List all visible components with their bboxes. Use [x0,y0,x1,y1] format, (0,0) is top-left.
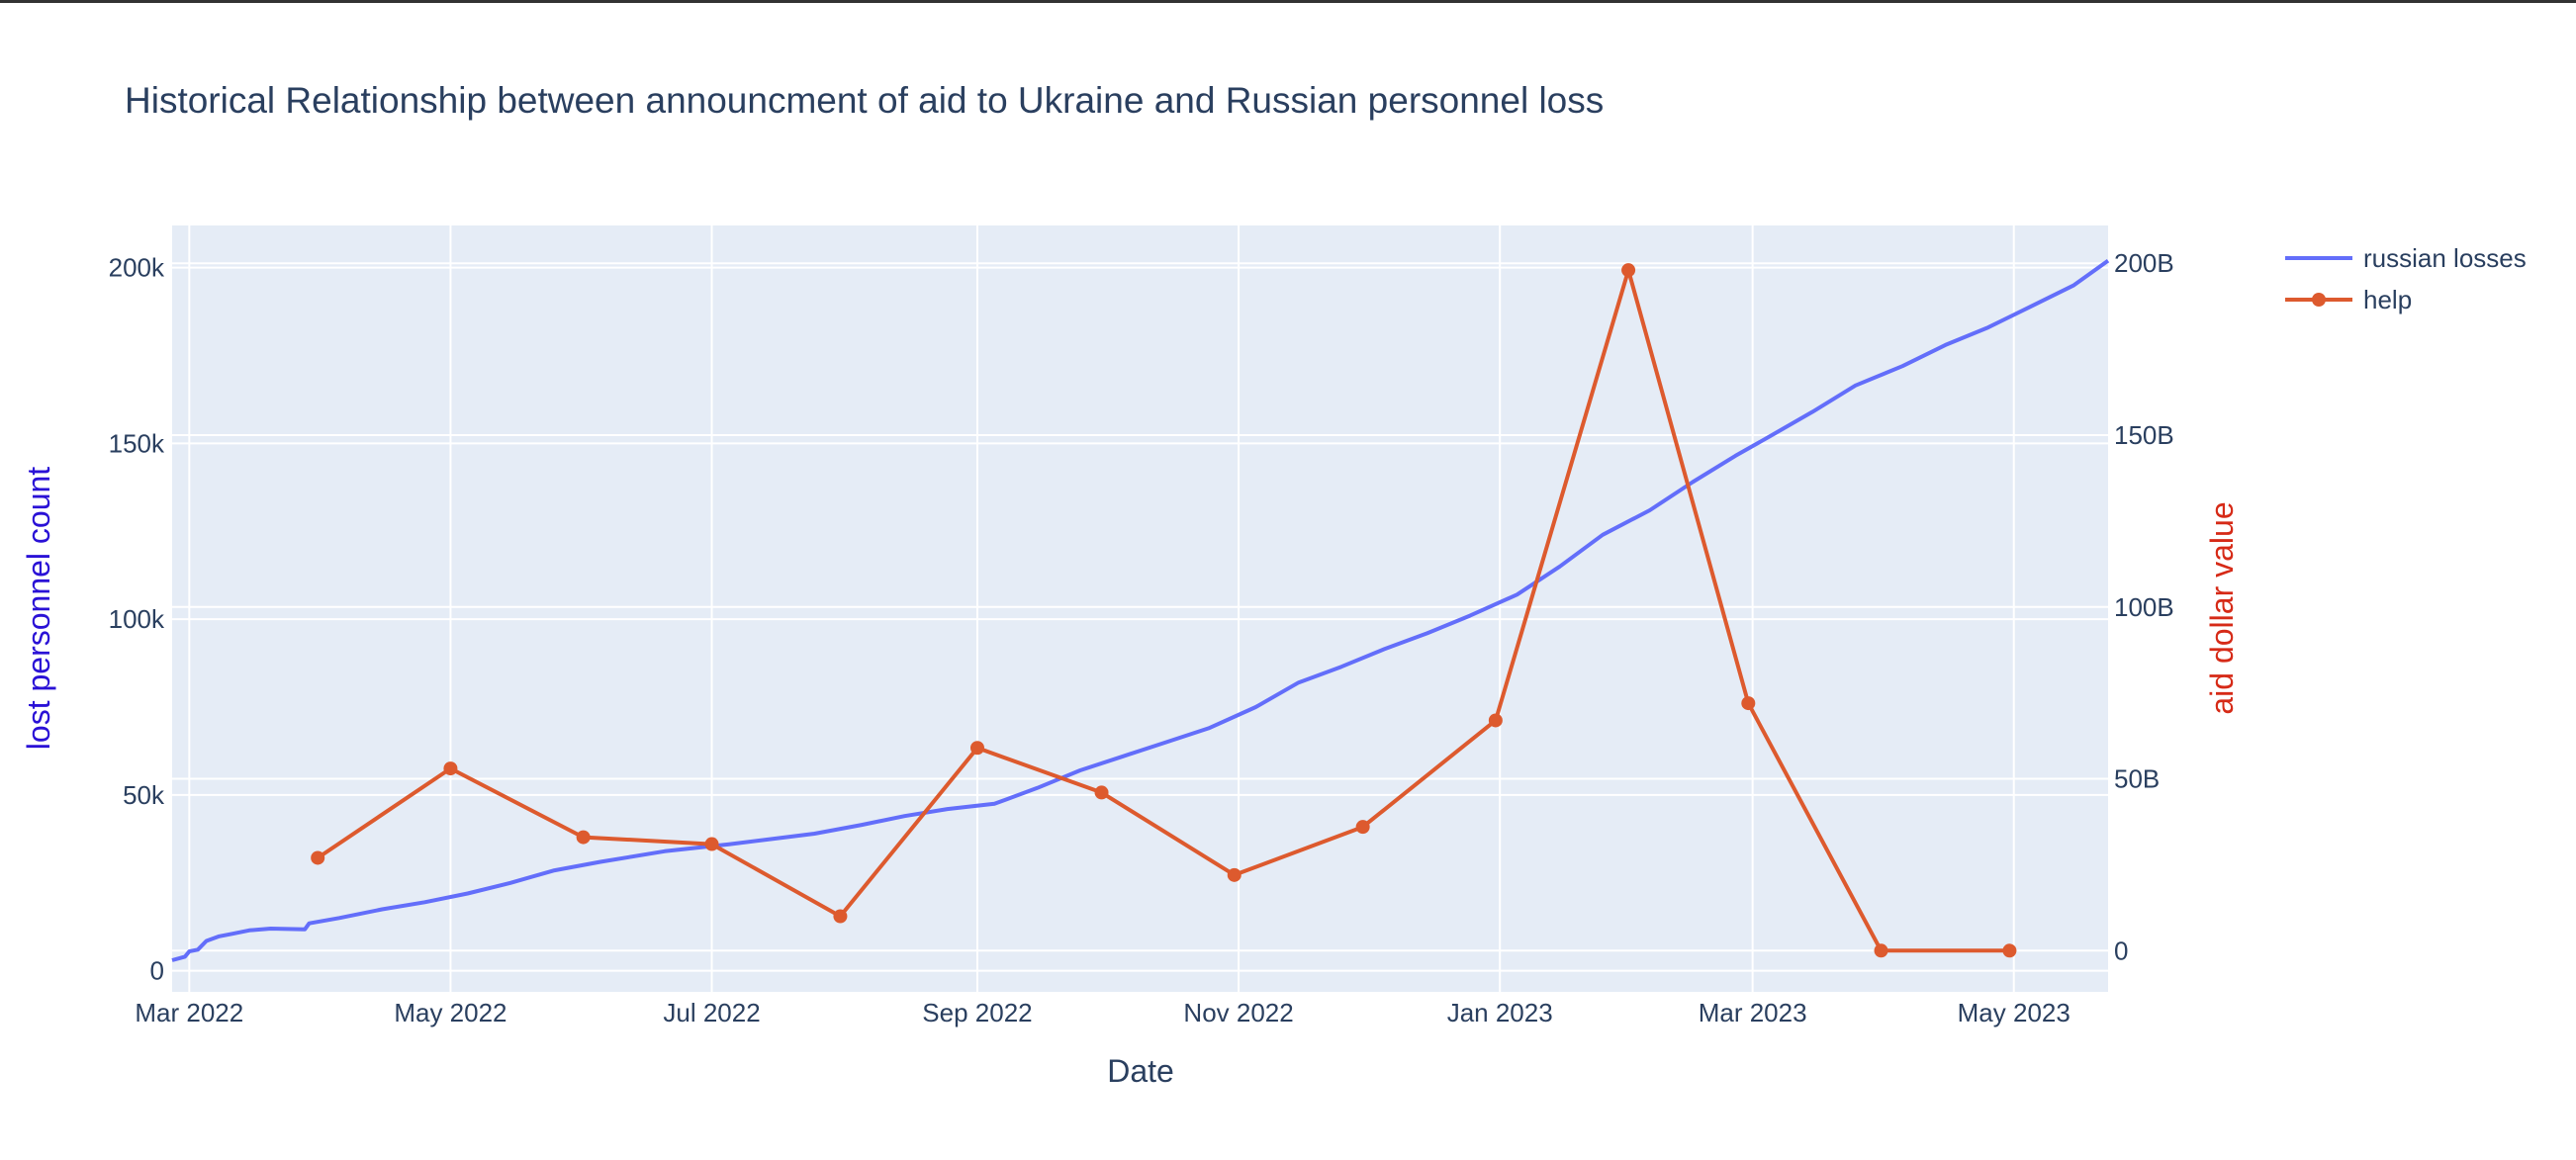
x-axis-title: Date [1107,1053,1174,1089]
y2-axis-title: aid dollar value [2204,501,2240,714]
top-border [0,0,2576,3]
y-tick-label: 150k [109,428,165,458]
data-point-help[interactable] [2002,943,2017,958]
data-point-help[interactable] [1874,943,1888,958]
x-tick-label: Sep 2022 [922,998,1032,1027]
y-axis-title: lost personnel count [21,467,56,751]
data-point-help[interactable] [443,761,458,776]
data-point-help[interactable] [969,741,984,756]
data-point-help[interactable] [1488,713,1503,728]
data-point-help[interactable] [311,850,325,865]
legend-item-help[interactable]: help [2285,285,2412,314]
y-tick-label: 200k [109,253,165,283]
data-point-help[interactable] [1094,785,1109,800]
y2-tick-label: 0 [2114,936,2128,965]
legend-label-russian-losses: russian losses [2363,243,2527,273]
y2-tick-label: 100B [2114,592,2174,622]
y2-tick-label: 50B [2114,764,2160,794]
x-tick-label: Nov 2022 [1183,998,1293,1027]
y-tick-label: 50k [123,780,165,810]
legend-marker-help [2312,293,2326,307]
data-point-help[interactable] [704,837,719,851]
data-point-help[interactable] [833,909,848,924]
x-tick-label: Mar 2022 [135,998,243,1027]
x-gridlines [188,225,2015,992]
x-tick-label: May 2023 [1958,998,2070,1027]
x-axis-ticks: Mar 2022 May 2022 Jul 2022 Sep 2022 Nov 2022… [135,998,2070,1027]
x-tick-label: May 2022 [394,998,506,1027]
plot-area[interactable] [172,225,2108,992]
y2-axis-ticks: 0 50B 100B 150B 200B [2114,248,2174,965]
series-line-help[interactable] [317,268,2010,953]
data-point-help[interactable] [1621,263,1636,278]
data-point-help[interactable] [1741,696,1756,711]
series-line-russian-losses[interactable] [171,258,2110,962]
legend-label-help: help [2363,285,2412,314]
data-point-help[interactable] [1227,867,1242,882]
legend: russian losses help [2285,243,2527,314]
x-tick-label: Jan 2023 [1447,998,1553,1027]
y2-tick-label: 200B [2114,248,2174,278]
y-tick-label: 0 [150,956,164,986]
y-axis-ticks: 0 50k 100k 150k 200k [109,253,165,986]
x-tick-label: Mar 2023 [1699,998,1807,1027]
y2-tick-label: 150B [2114,420,2174,450]
data-point-help[interactable] [1355,820,1370,835]
y-tick-label: 100k [109,604,165,634]
x-tick-label: Jul 2022 [663,998,760,1027]
data-point-help[interactable] [576,830,591,845]
series-layer [171,258,2110,962]
chart-title: Historical Relationship between announcm… [125,80,1604,121]
legend-item-russian-losses[interactable]: russian losses [2285,243,2527,273]
y-gridlines [172,262,2108,972]
